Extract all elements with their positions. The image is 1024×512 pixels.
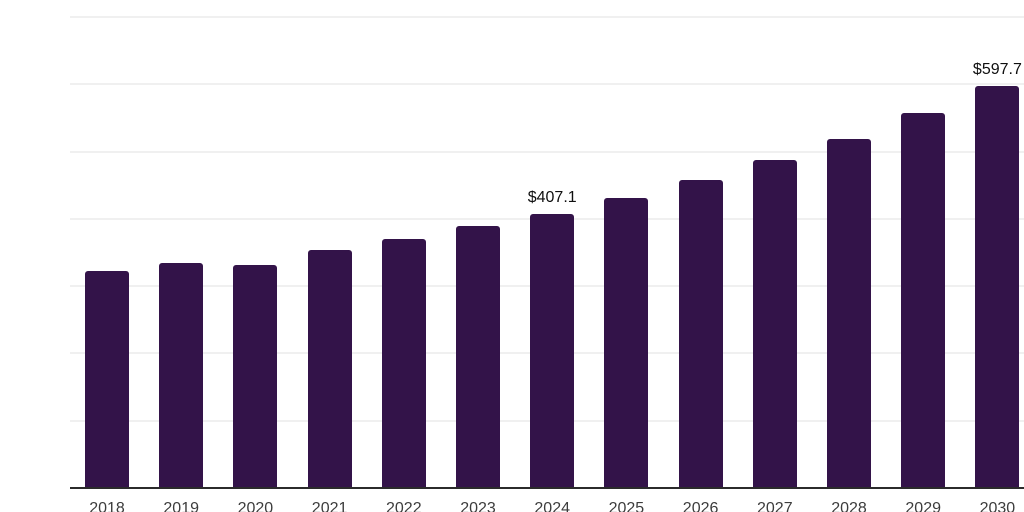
gridline-500 (70, 150, 1024, 153)
x-tick-label-2022: 2022 (386, 500, 422, 512)
bar-2018 (85, 270, 129, 488)
x-tick-label-2030: 2030 (979, 500, 1016, 512)
x-tick-label-2025: 2025 (608, 500, 645, 512)
plot-area: 2018 2019 2020 2021 2022 2023 2024 $407.1 2025 20… (40, 16, 1024, 512)
bar-2020 (233, 265, 278, 488)
x-tick-label-2024: 2024 (534, 500, 570, 512)
bar-value-label-2024: $407.1 (527, 189, 577, 207)
bar-2021 (307, 250, 352, 488)
bar-2030 (975, 85, 1020, 488)
x-tick-label-2018: 2018 (89, 500, 125, 512)
x-tick-label-2026: 2026 (682, 500, 719, 512)
gridline-700 (70, 16, 1024, 18)
x-tick-label-2028: 2028 (831, 500, 867, 512)
bar-chart: 2018 2019 2020 2021 2022 2023 2024 $407.1 2025 20… (40, 16, 1024, 512)
x-tick-label-2027: 2027 (757, 500, 793, 512)
bar-2025 (604, 197, 649, 488)
x-tick-label-2023: 2023 (460, 500, 496, 512)
x-tick-label-2019: 2019 (163, 500, 199, 512)
bar-value-label-2030: $597.7 (972, 60, 1022, 78)
bar-2019 (159, 262, 204, 488)
bar-2022 (381, 239, 426, 488)
bar-2027 (752, 160, 797, 488)
bar-2028 (827, 138, 871, 488)
bar-2024 (530, 214, 575, 488)
x-tick-label-2021: 2021 (311, 500, 348, 512)
bar-2026 (678, 179, 723, 488)
x-tick-label-2029: 2029 (905, 500, 941, 512)
bar-2023 (456, 226, 500, 488)
x-tick-label-2020: 2020 (237, 500, 274, 512)
bar-2029 (901, 113, 946, 488)
gridline-600 (70, 83, 1024, 86)
x-axis-line (70, 487, 1024, 489)
